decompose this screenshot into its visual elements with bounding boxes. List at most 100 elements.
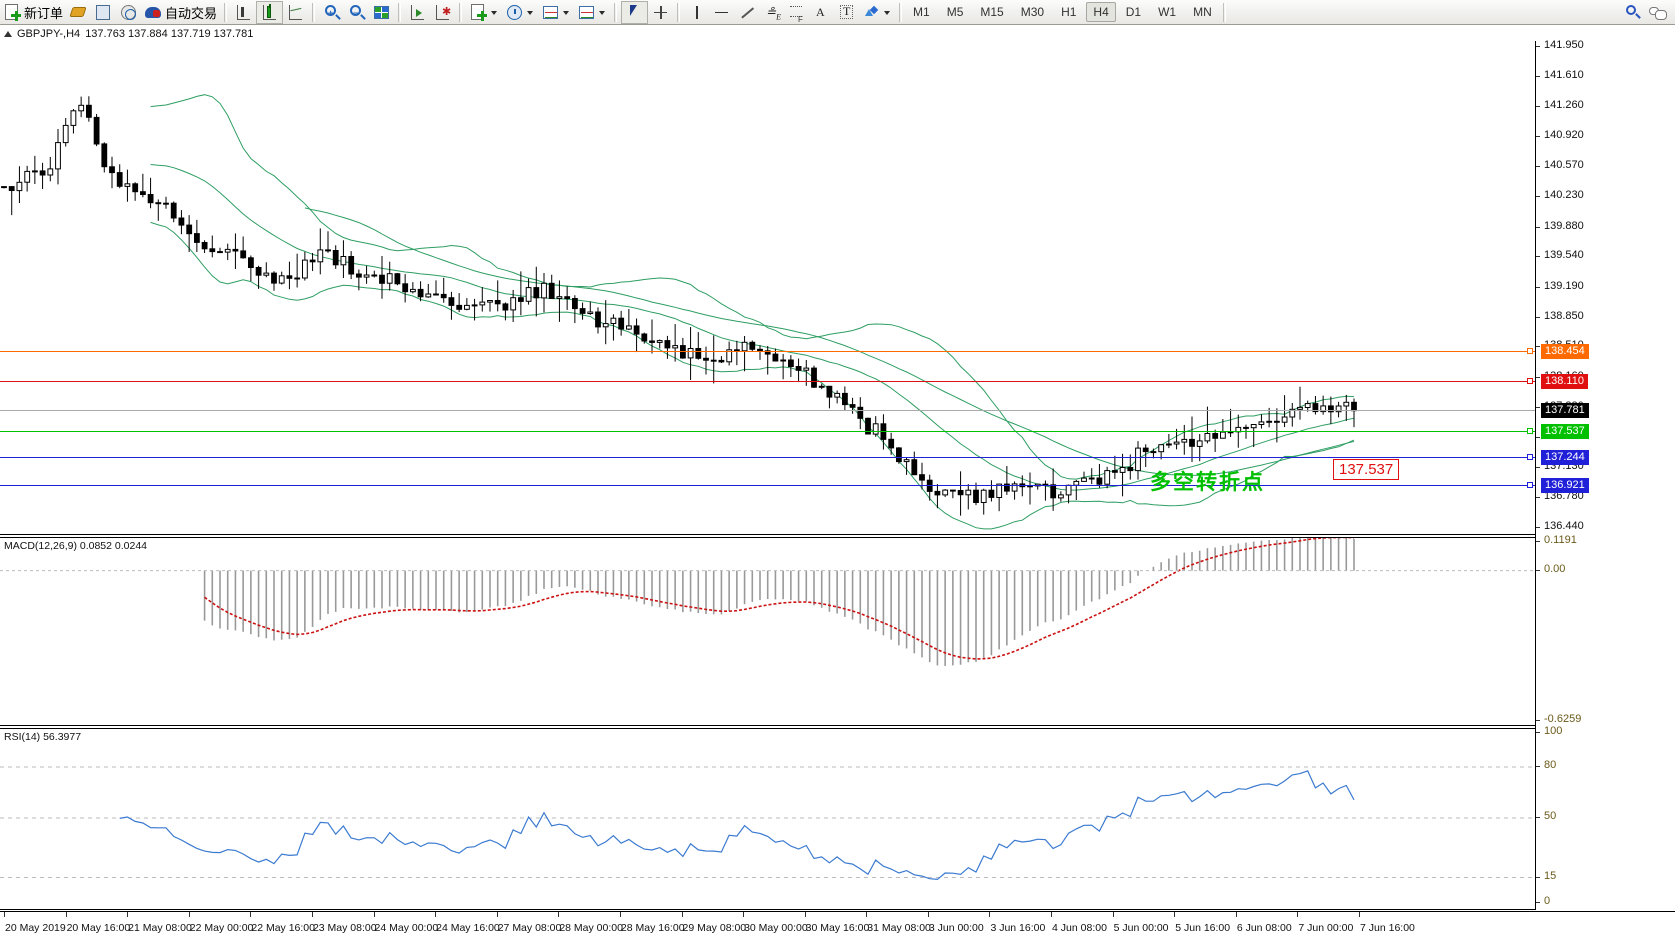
candle-body	[1250, 424, 1257, 429]
level-137537-handle[interactable]	[1527, 428, 1533, 435]
candle-body	[741, 341, 748, 352]
time-tick-mark	[681, 912, 683, 917]
level-138110-line[interactable]	[0, 381, 1535, 383]
timeframe-mn[interactable]: MN	[1193, 5, 1212, 19]
timeframe-d1[interactable]: D1	[1125, 5, 1142, 19]
line-chart-button[interactable]	[283, 1, 308, 24]
level-136921-line[interactable]	[0, 485, 1535, 486]
timeframe-m30[interactable]: M30	[1020, 5, 1045, 19]
collapse-triangle-icon[interactable]	[4, 30, 12, 37]
periods-chevron-down-icon[interactable]	[526, 3, 535, 22]
time-tick-label: 4 Jun 08:00	[1052, 922, 1107, 934]
rsi-plot	[0, 766, 1535, 881]
candle-body	[479, 301, 486, 306]
candle-body	[209, 248, 216, 253]
time-tick-mark	[65, 912, 67, 917]
chart-shift-button[interactable]: ✱	[430, 1, 455, 24]
timeframe-m5[interactable]: M5	[946, 5, 964, 19]
templates-button[interactable]	[466, 1, 502, 24]
text-label-icon: A	[816, 4, 825, 19]
vertical-line-button[interactable]	[684, 1, 709, 24]
text-box-button[interactable]: T	[834, 1, 859, 24]
objects-list-chevron-down-icon[interactable]	[598, 3, 607, 22]
timeframe-m1[interactable]: M1	[913, 5, 930, 19]
templates-chevron-down-icon[interactable]	[490, 3, 499, 22]
candle-body	[602, 323, 609, 328]
equidistant-channel-button[interactable]: ≗E	[759, 1, 784, 24]
candle-body	[1258, 421, 1265, 425]
chart-area[interactable]: 多空转折点 137.537 MACD(12,26,9) 0.0852 0.024…	[0, 39, 1675, 950]
candle-body	[556, 296, 563, 299]
macd-pane[interactable]: MACD(12,26,9) 0.0852 0.0244	[0, 537, 1535, 726]
search-button[interactable]	[1619, 1, 1644, 24]
time-tick-mark	[1235, 912, 1237, 917]
macd-pane-label: MACD(12,26,9) 0.0852 0.0244	[4, 540, 148, 552]
candle-body	[317, 249, 324, 263]
time-tick-mark	[743, 912, 745, 917]
candle-body	[788, 359, 794, 367]
indicators-button[interactable]	[538, 1, 574, 24]
candle-body	[919, 474, 925, 481]
templates-icon	[469, 3, 488, 22]
indicators-chevron-down-icon[interactable]	[562, 3, 571, 22]
candle-body	[263, 272, 270, 276]
autotrading-button[interactable]: 自动交易	[141, 1, 220, 24]
candle-body	[425, 293, 432, 298]
candle-body	[564, 296, 571, 299]
level-137244-handle[interactable]	[1527, 453, 1533, 460]
chat-icon	[1647, 3, 1667, 22]
level-136921-tag: 136.921	[1541, 478, 1589, 493]
objects-list-button[interactable]	[574, 1, 610, 24]
chat-button[interactable]	[1644, 1, 1669, 24]
timeframe-m15[interactable]: M15	[980, 5, 1004, 19]
periods-button[interactable]	[502, 1, 538, 24]
horizontal-line-button[interactable]	[709, 1, 734, 24]
timeframe-h4[interactable]: H4	[1086, 2, 1116, 22]
candle-body	[62, 124, 69, 144]
time-tick-mark	[558, 912, 560, 917]
candle-body	[780, 359, 787, 362]
rsi-pane[interactable]: RSI(14) 56.3977	[0, 728, 1535, 910]
fibonacci-button[interactable]: F	[784, 1, 809, 24]
level-136921-handle[interactable]	[1527, 482, 1533, 488]
zoom-out-button[interactable]: −	[344, 1, 369, 24]
level-137537-line[interactable]	[0, 431, 1535, 433]
crosshair-button[interactable]	[648, 1, 673, 24]
text-label-button[interactable]: A	[809, 1, 834, 24]
time-tick-label: 28 May 16:00	[620, 922, 685, 934]
candle-body	[710, 359, 717, 362]
candle-body	[494, 300, 501, 305]
price-pane[interactable]: 多空转折点 137.537	[0, 41, 1535, 535]
navigator-button[interactable]	[116, 1, 141, 24]
price-tick-label: 141.950	[1544, 39, 1584, 51]
candle-body	[410, 288, 416, 293]
candle-body	[55, 142, 61, 170]
shapes-chevron-down-icon[interactable]	[883, 3, 892, 22]
candle-body	[1212, 433, 1219, 439]
level-138110-handle[interactable]	[1527, 378, 1533, 385]
shapes-button[interactable]	[859, 1, 895, 24]
candle-body	[1220, 431, 1226, 439]
level-138454-line[interactable]	[0, 351, 1535, 353]
candle-body	[595, 311, 601, 328]
time-tick-label: 27 May 08:00	[497, 922, 562, 934]
price-tick-label: 139.540	[1544, 249, 1584, 262]
price-scale[interactable]: 141.950 141.610 141.260 140.920 140.570 140.2…	[1535, 39, 1675, 910]
timeframe-h1[interactable]: H1	[1061, 5, 1077, 19]
market-watch-button[interactable]	[91, 1, 116, 24]
timeframe-w1[interactable]: W1	[1158, 5, 1177, 19]
level-137244-line[interactable]	[0, 456, 1535, 458]
expert-advisors-button[interactable]	[66, 1, 91, 24]
candle-body	[294, 277, 301, 280]
trendline-button[interactable]	[734, 1, 759, 24]
candlestick-chart-button[interactable]	[256, 0, 284, 24]
tile-windows-button[interactable]	[369, 1, 394, 24]
new-order-button[interactable]: 新订单	[0, 1, 66, 24]
cursor-button[interactable]	[621, 0, 649, 24]
auto-scroll-button[interactable]	[405, 1, 430, 24]
bar-chart-button[interactable]	[231, 1, 256, 24]
zoom-in-button[interactable]: +	[319, 1, 344, 24]
level-138454-handle[interactable]	[1527, 348, 1533, 355]
candle-body	[440, 293, 447, 299]
time-tick-mark	[1051, 912, 1053, 917]
